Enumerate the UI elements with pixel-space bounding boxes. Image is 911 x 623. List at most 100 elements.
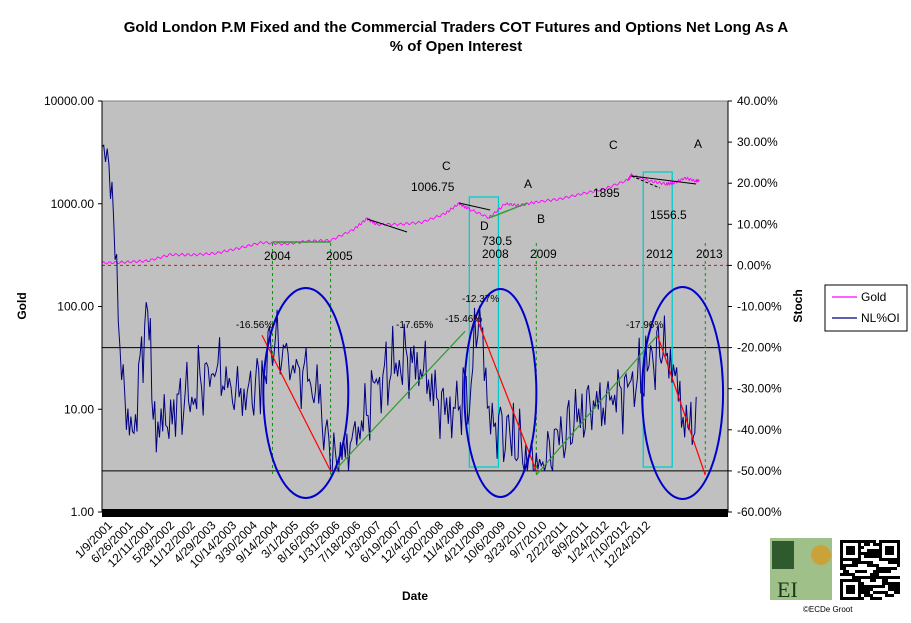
qr-module — [888, 546, 891, 549]
qr-module — [885, 576, 888, 579]
qr-module — [876, 576, 879, 579]
y-right-tick-label: -30.00% — [737, 382, 782, 396]
qr-module — [873, 585, 876, 588]
qr-module — [876, 564, 879, 567]
y-left-axis-title: Gold — [15, 292, 29, 319]
qr-module — [855, 597, 858, 600]
legend-box — [824, 284, 908, 332]
qr-module — [873, 552, 876, 555]
y-right-tick-label: 40.00% — [737, 94, 778, 108]
qr-module — [873, 573, 876, 576]
qr-module — [858, 597, 861, 600]
qr-module — [858, 558, 861, 561]
y-right-tick-label: -50.00% — [737, 464, 782, 478]
annotation-1895: 1895 — [593, 186, 620, 200]
qr-module — [861, 546, 864, 549]
qr-module — [846, 597, 849, 600]
qr-module — [891, 588, 894, 591]
qr-module — [870, 540, 873, 543]
qr-module — [882, 585, 885, 588]
qr-module — [876, 585, 879, 588]
qr-module — [849, 546, 852, 549]
qr-module — [879, 552, 882, 555]
qr-module — [885, 549, 888, 552]
annotation-year-2005: 2005 — [326, 249, 353, 263]
qr-module — [897, 564, 900, 567]
qr-module — [864, 540, 867, 543]
nloi-uptrend-2009 — [535, 334, 658, 476]
annotation-year-2004: 2004 — [264, 249, 291, 263]
qr-module — [879, 570, 882, 573]
qr-module — [894, 582, 897, 585]
qr-module — [885, 570, 888, 573]
qr-module — [852, 576, 855, 579]
qr-module — [888, 570, 891, 573]
qr-module — [861, 540, 864, 543]
qr-module — [870, 594, 873, 597]
qr-module — [864, 543, 867, 546]
qr-module — [852, 597, 855, 600]
qr-module — [843, 570, 846, 573]
qr-module — [852, 558, 855, 561]
qr-module — [846, 552, 849, 555]
qr-module — [861, 552, 864, 555]
qr-module — [867, 543, 870, 546]
nloi-downtrend-2004 — [261, 334, 332, 472]
x-axis-band — [102, 509, 728, 517]
qr-module — [882, 591, 885, 594]
qr-module — [870, 588, 873, 591]
qr-module — [849, 549, 852, 552]
qr-module — [876, 543, 879, 546]
qr-module — [849, 597, 852, 600]
qr-module — [867, 564, 870, 567]
qr-module — [897, 588, 900, 591]
qr-module — [849, 552, 852, 555]
annotation-1556-5: 1556.5 — [650, 208, 687, 222]
nloi-series-line — [101, 144, 697, 473]
gold-dashed-trend — [631, 175, 661, 189]
qr-module — [897, 561, 900, 564]
qr-module — [861, 585, 864, 588]
qr-module — [840, 561, 843, 564]
qr-module — [897, 591, 900, 594]
qr-module — [861, 570, 864, 573]
qr-module — [858, 543, 861, 546]
qr-module — [855, 570, 858, 573]
annotation-year-2012: 2012 — [646, 247, 673, 261]
qr-module — [849, 579, 852, 582]
y-right-tick-label: 10.00% — [737, 217, 778, 231]
annotations: C 1006.75 D 730.5 A B C 1895 1556.5 A 20… — [236, 137, 723, 331]
qr-module — [852, 591, 855, 594]
qr-module — [858, 588, 861, 591]
qr-module — [882, 576, 885, 579]
qr-module — [891, 585, 894, 588]
qr-module — [846, 579, 849, 582]
qr-module — [897, 558, 900, 561]
qr-module — [852, 546, 855, 549]
qr-module — [846, 570, 849, 573]
y-right-tick-label: -60.00% — [737, 505, 782, 519]
gold-trendline-2008 — [458, 202, 491, 211]
qr-module — [864, 591, 867, 594]
qr-module — [891, 567, 894, 570]
qr-module — [882, 570, 885, 573]
qr-module — [888, 588, 891, 591]
qr-module — [840, 582, 843, 585]
qr-module — [867, 585, 870, 588]
plot-area — [101, 100, 729, 513]
qr-module — [849, 564, 852, 567]
qr-module — [867, 576, 870, 579]
y-left-tick-label: 10000.00 — [44, 94, 94, 108]
qr-module — [840, 552, 843, 555]
y-left-tick-label: 1000.00 — [51, 197, 95, 211]
qr-module — [882, 540, 885, 543]
qr-module — [891, 576, 894, 579]
logo-figure — [772, 541, 794, 569]
qr-module — [873, 576, 876, 579]
logo-coin — [811, 545, 831, 565]
qr-module — [891, 594, 894, 597]
credit-text: ©ECDe Groot — [803, 605, 853, 614]
qr-module — [876, 597, 879, 600]
qr-module — [888, 540, 891, 543]
qr-module — [843, 540, 846, 543]
